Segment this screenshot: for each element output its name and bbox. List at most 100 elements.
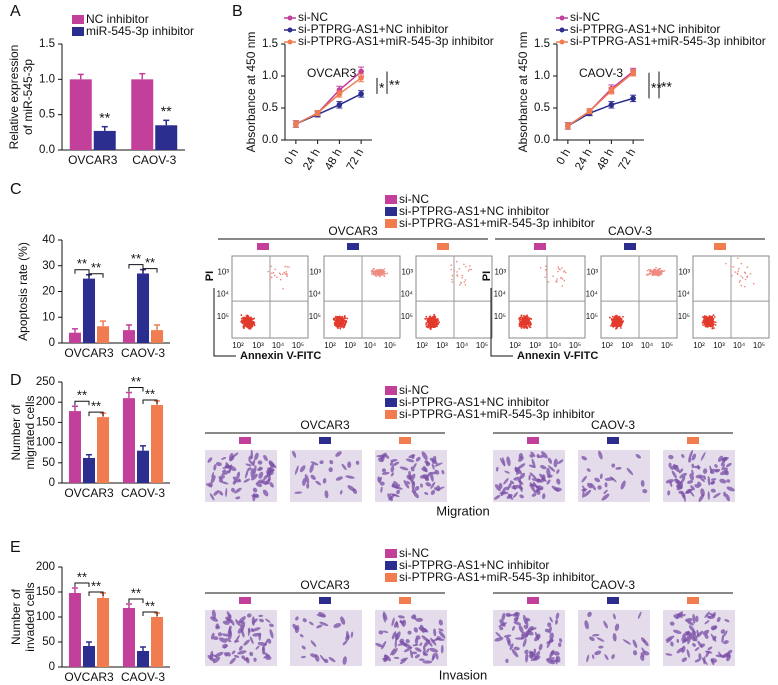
cell xyxy=(411,651,418,655)
cell xyxy=(304,474,310,484)
cell xyxy=(306,482,310,489)
cell xyxy=(586,468,591,472)
cell xyxy=(552,651,560,656)
cell xyxy=(383,630,389,634)
legend-label: si-NC xyxy=(399,383,429,397)
y-tick-label: 30 xyxy=(42,260,55,272)
cell xyxy=(210,616,219,622)
cell xyxy=(665,635,675,641)
event xyxy=(434,325,437,328)
cell xyxy=(310,653,317,658)
event xyxy=(340,316,343,319)
cell xyxy=(319,621,329,627)
event xyxy=(460,281,462,284)
cell xyxy=(215,462,222,467)
flow-x-tick: 10² xyxy=(693,341,705,350)
cell xyxy=(328,467,333,473)
cell xyxy=(534,631,539,641)
group-swatch xyxy=(257,243,269,250)
cell xyxy=(521,631,526,637)
cell xyxy=(302,618,307,623)
cell xyxy=(292,450,297,458)
cell xyxy=(411,479,415,486)
event xyxy=(247,323,250,326)
cell xyxy=(438,628,444,632)
cell xyxy=(558,642,562,648)
event xyxy=(334,324,336,327)
event xyxy=(451,281,454,283)
cell xyxy=(710,633,717,642)
cell xyxy=(222,620,230,625)
cell xyxy=(378,630,384,635)
cell xyxy=(263,654,270,659)
event xyxy=(660,271,663,274)
panel-letter: D xyxy=(10,372,22,389)
cell xyxy=(269,482,274,488)
group-swatch xyxy=(534,243,546,250)
bar xyxy=(82,457,96,483)
cell xyxy=(239,621,246,625)
bracket xyxy=(128,598,144,603)
cell xyxy=(434,462,443,467)
micrograph xyxy=(663,610,735,666)
y-tick-label: 0.5 xyxy=(39,109,55,121)
event xyxy=(463,263,465,266)
cell xyxy=(549,632,554,640)
event xyxy=(425,315,428,318)
y-tick-label: 0 xyxy=(49,661,55,673)
legend-marker xyxy=(559,39,565,45)
cell xyxy=(673,614,679,619)
cell xyxy=(548,626,552,634)
cell xyxy=(642,488,648,494)
event xyxy=(618,319,620,322)
event xyxy=(428,325,430,328)
cell xyxy=(726,462,732,468)
event xyxy=(429,325,432,328)
y-tick-label: 50 xyxy=(42,636,55,648)
cell xyxy=(408,454,416,459)
event xyxy=(334,315,337,318)
cell xyxy=(723,491,727,497)
error-bar xyxy=(139,72,146,80)
cell xyxy=(419,642,423,647)
micrograph xyxy=(375,450,447,502)
cell xyxy=(218,637,228,643)
event xyxy=(612,321,615,323)
cell xyxy=(511,649,519,658)
cell xyxy=(240,628,245,638)
cell xyxy=(377,476,381,483)
event xyxy=(433,323,436,326)
event xyxy=(704,320,707,323)
flow-x-tick: 10⁴ xyxy=(364,341,377,350)
error-bar xyxy=(125,603,132,608)
cell xyxy=(710,488,716,493)
flow-y-tick: 10⁴ xyxy=(217,290,230,299)
event xyxy=(714,321,717,324)
event xyxy=(430,322,433,325)
cell xyxy=(691,630,697,635)
cell xyxy=(541,474,546,481)
y-tick-label: 100 xyxy=(36,437,55,449)
cell xyxy=(592,654,595,660)
event xyxy=(619,322,622,325)
cell xyxy=(499,619,506,627)
cell xyxy=(227,465,237,472)
cell xyxy=(695,615,699,623)
legend-label: si-PTPRG-AS1+miR-545-3p inhibitor xyxy=(399,407,595,421)
significance: ** xyxy=(651,79,662,95)
cell xyxy=(553,458,558,468)
cell xyxy=(519,494,524,499)
event xyxy=(518,317,521,319)
cell xyxy=(549,649,555,658)
cell xyxy=(632,650,638,656)
event xyxy=(461,274,464,277)
event xyxy=(451,274,454,277)
y-axis-label: Relative expression xyxy=(7,45,21,150)
event xyxy=(520,324,523,327)
group-swatch xyxy=(624,243,636,250)
cell xyxy=(688,450,694,460)
significance: ** xyxy=(131,585,141,600)
cell xyxy=(493,494,501,500)
group-swatch xyxy=(399,437,411,444)
cell xyxy=(698,493,705,502)
